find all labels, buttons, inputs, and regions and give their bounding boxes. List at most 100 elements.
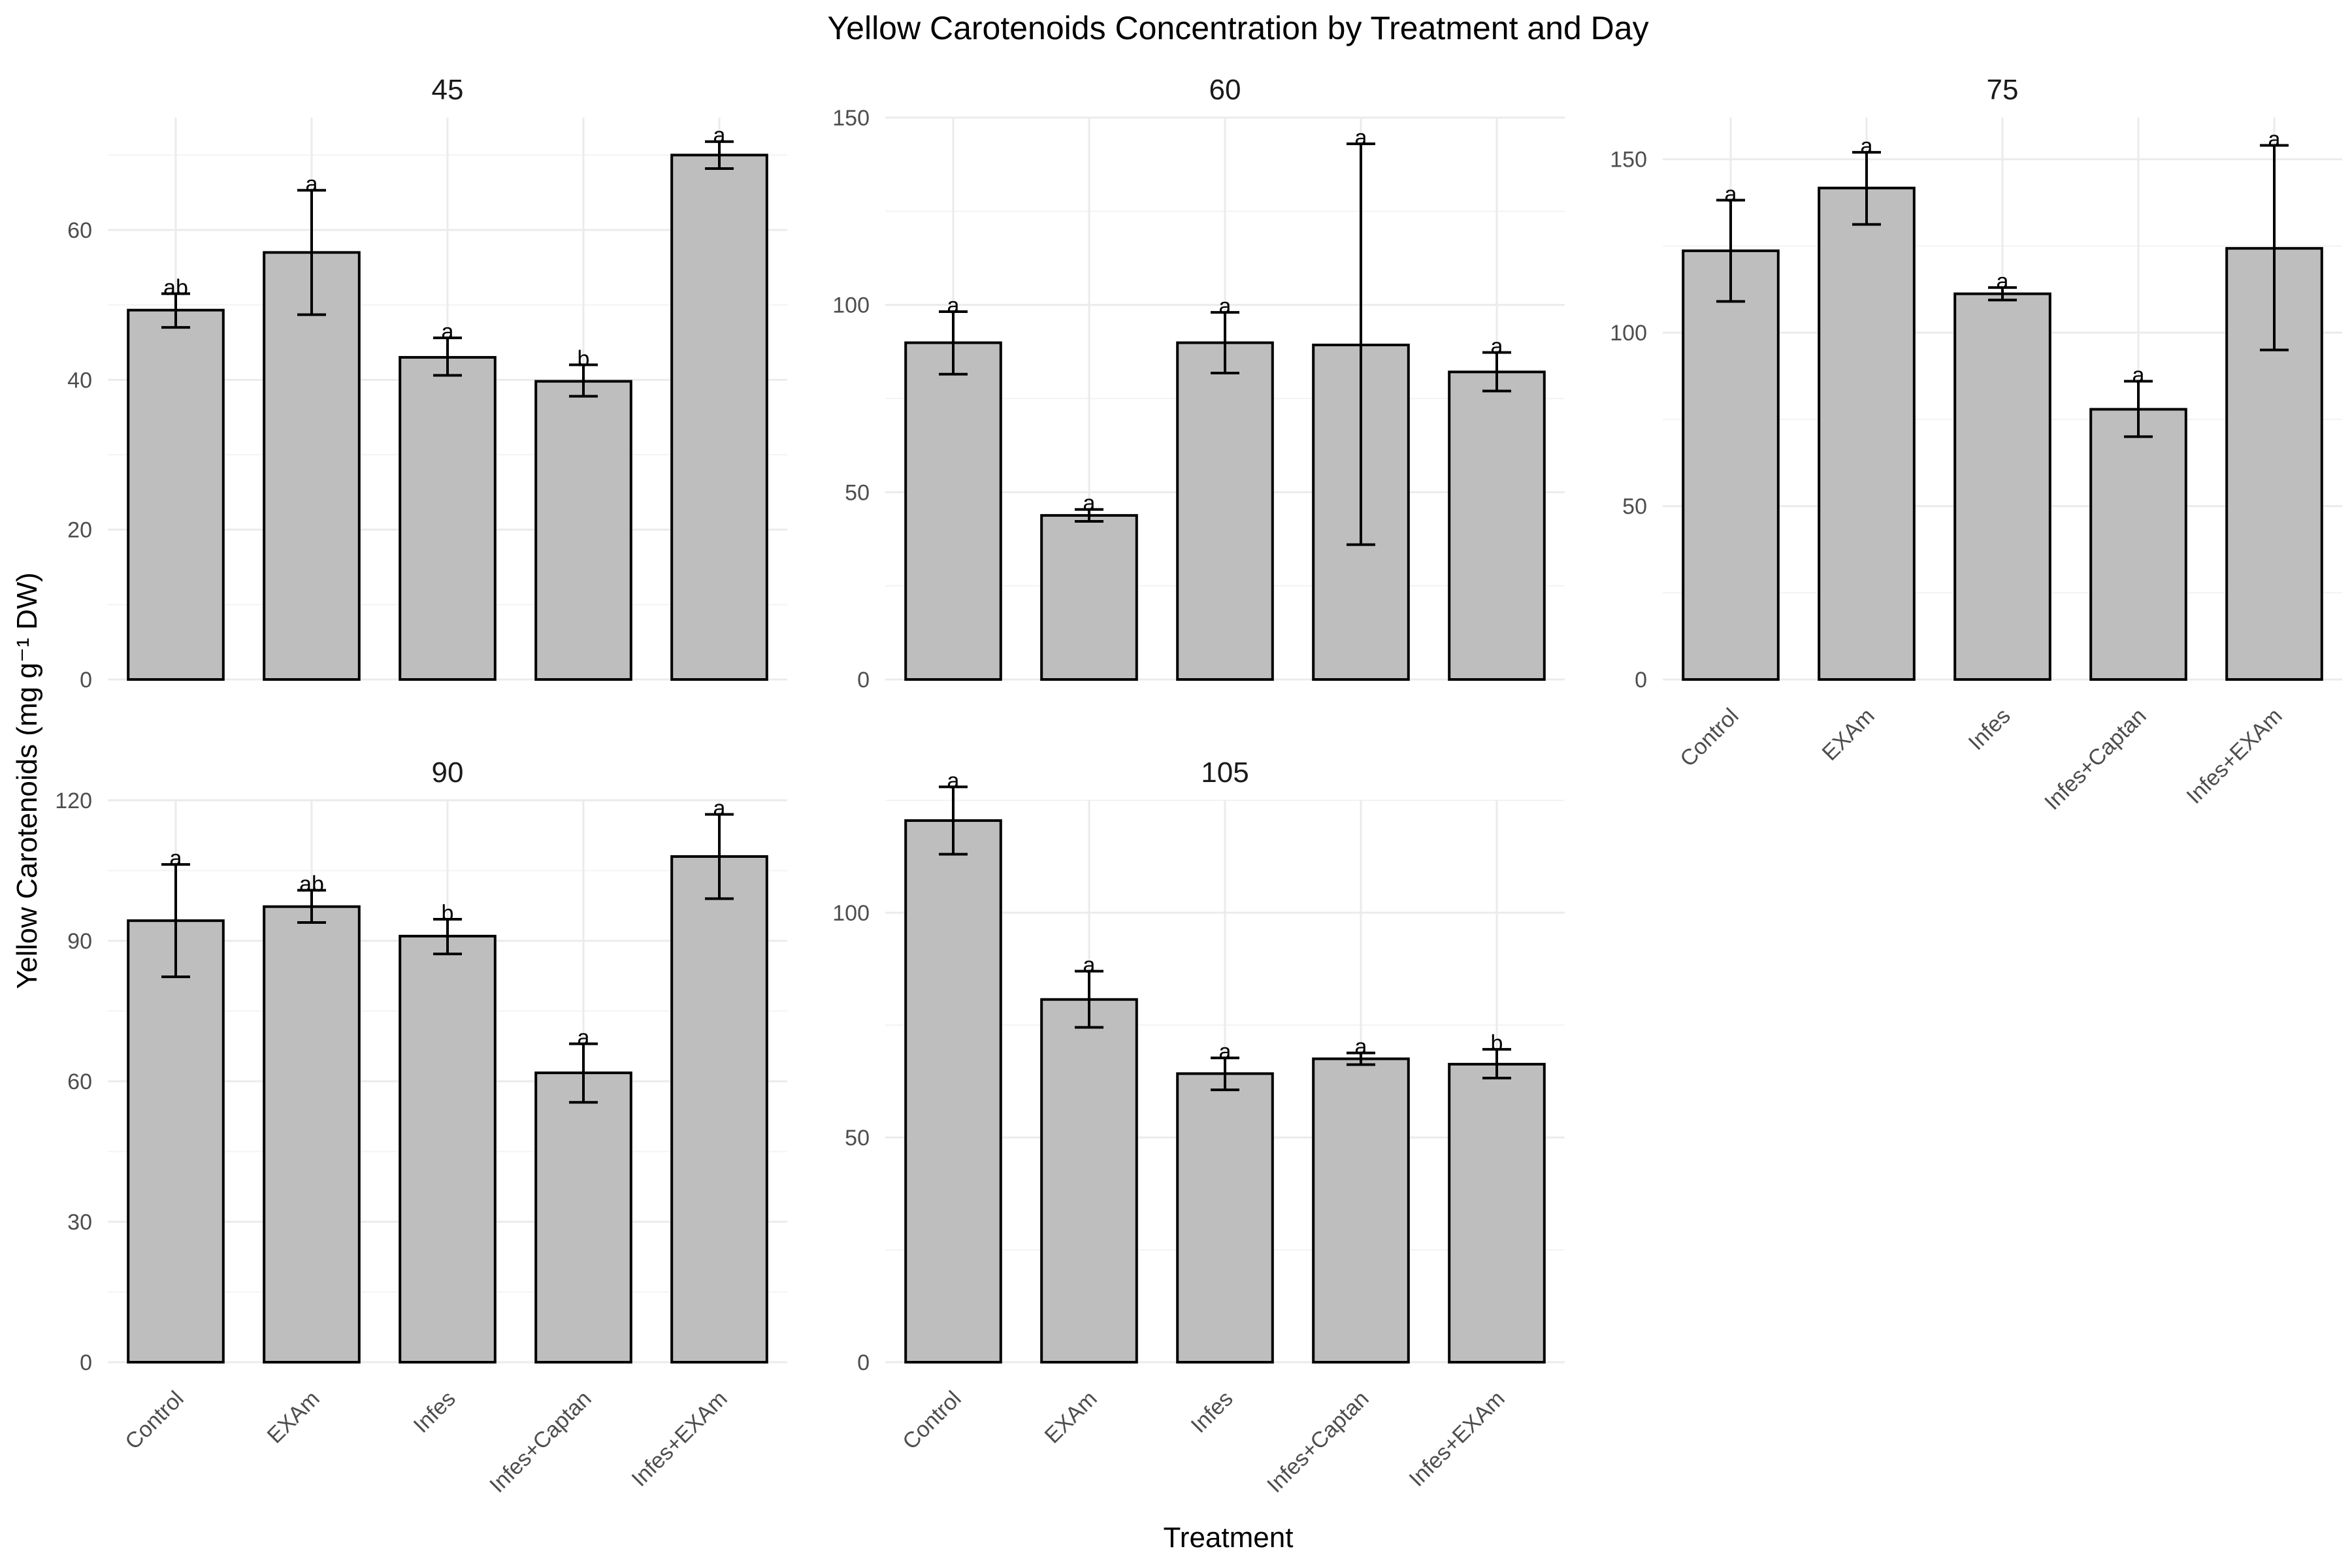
y-tick-label: 60	[67, 1070, 92, 1094]
significance-label: a	[2268, 127, 2281, 152]
x-tick-label: Infes	[409, 1386, 461, 1438]
x-tick-label: Infes+Captan	[1262, 1386, 1374, 1498]
facet-panel-75: 0 50 100 150 75 a a a a a Control EXAm Infes Infes+Ca…	[1610, 74, 2342, 815]
error-bar	[1347, 1051, 1375, 1066]
x-tick-label: Infes+Captan	[2040, 704, 2151, 815]
significance-label: ab	[299, 872, 324, 897]
bar-exam	[1818, 186, 1916, 681]
bar-exam	[263, 251, 361, 681]
x-tick-label: Infes+Captan	[485, 1386, 596, 1498]
y-tick-label: 20	[67, 518, 92, 543]
bar-infes-captan	[534, 380, 632, 681]
error-bar	[1075, 508, 1103, 523]
significance-label: a	[170, 846, 182, 871]
significance-label: b	[1491, 1031, 1503, 1056]
x-tick-label: Infes	[1964, 704, 2016, 755]
significance-label: a	[1083, 491, 1096, 516]
bar-control	[127, 308, 225, 681]
error-bar	[939, 785, 968, 856]
x-tick-label: Control	[1675, 704, 1743, 772]
significance-label: a	[1997, 269, 2009, 294]
y-tick-label: 100	[832, 293, 870, 318]
error-bar	[1852, 151, 1881, 226]
significance-label: a	[713, 123, 726, 148]
y-tick-label: 0	[1635, 668, 1647, 693]
error-bar	[705, 813, 734, 900]
y-tick-label: 30	[67, 1210, 92, 1235]
facet-label: 90	[432, 757, 464, 789]
significance-label: a	[1355, 125, 1367, 150]
x-tick-label: EXAm	[1818, 704, 1880, 766]
significance-label: b	[578, 346, 590, 371]
error-bar	[297, 189, 326, 316]
significance-label: a	[1355, 1035, 1367, 1060]
y-tick-label: 150	[1610, 148, 1647, 172]
error-bar	[433, 918, 462, 956]
bar-infes-exam	[670, 855, 768, 1364]
x-axis-title: Treatment	[1164, 1522, 1294, 1554]
bar-infes-captan	[534, 1071, 632, 1364]
error-bar	[1482, 351, 1511, 393]
bar-infes-exam	[670, 154, 768, 681]
significance-label: a	[1861, 134, 1873, 159]
x-tick-label: Infes	[1186, 1386, 1238, 1438]
significance-label: a	[713, 796, 726, 821]
bar-infes	[399, 355, 497, 681]
y-tick-label: 150	[832, 106, 870, 131]
error-bar	[569, 1042, 598, 1104]
significance-label: a	[947, 293, 960, 318]
bar-infes-exam	[1448, 370, 1546, 681]
facet-panels: 020406045abaaba05010015060aaaaa050100150…	[55, 74, 2342, 1497]
x-tick-label: Control	[120, 1386, 188, 1454]
significance-label: ab	[163, 275, 188, 300]
error-bar	[2260, 144, 2289, 351]
bar-exam	[1040, 998, 1138, 1364]
x-tick-label: Control	[898, 1386, 966, 1454]
facet-panel-105: 0 50 100 105 a a a a b Control EXAm Infes Infes+Capt…	[832, 757, 1565, 1497]
facet-panel-90: 0 30 60 90 120 90 a ab b a a Control EXAm Infes Infes+…	[55, 757, 787, 1497]
y-tick-label: 100	[1610, 321, 1647, 346]
significance-label: a	[1219, 294, 1232, 319]
error-bar	[1211, 1056, 1239, 1092]
y-tick-label: 0	[857, 668, 870, 693]
bar-infes	[1176, 1072, 1274, 1364]
significance-label: a	[1491, 334, 1503, 359]
bar-infes	[1953, 292, 2051, 681]
significance-label: a	[1083, 953, 1096, 977]
y-tick-label: 0	[80, 668, 92, 693]
y-tick-label: 90	[67, 929, 92, 954]
y-tick-label: 100	[832, 901, 870, 926]
x-tick-label: Infes+EXAm	[627, 1386, 732, 1492]
y-tick-label: 50	[1622, 495, 1647, 519]
bar-control	[904, 341, 1002, 681]
bar-infes-captan	[1312, 1057, 1410, 1364]
facet-label: 75	[1987, 74, 2019, 106]
y-tick-label: 50	[845, 480, 870, 505]
error-bar	[161, 863, 190, 979]
error-bar	[1988, 286, 2017, 302]
error-bar	[939, 310, 968, 376]
significance-label: a	[1219, 1039, 1232, 1064]
facet-label: 105	[1201, 757, 1249, 789]
error-bar	[569, 363, 598, 398]
x-tick-label: EXAm	[263, 1386, 325, 1448]
chart-title: Yellow Carotenoids Concentration by Trea…	[827, 10, 1648, 46]
bar-infes-captan	[2089, 408, 2187, 681]
y-axis-title: Yellow Carotenoids (mg g⁻¹ DW)	[11, 572, 43, 989]
significance-label: a	[578, 1026, 590, 1051]
error-bar	[705, 140, 734, 170]
error-bar	[1211, 311, 1239, 375]
y-tick-label: 60	[67, 218, 92, 243]
y-tick-label: 0	[80, 1350, 92, 1375]
error-bar	[433, 336, 462, 377]
error-bar	[2124, 380, 2153, 438]
error-bar	[1482, 1048, 1511, 1080]
bar-infes	[1176, 341, 1274, 681]
significance-label: a	[1725, 182, 1737, 206]
x-tick-label: Infes+EXAm	[2181, 704, 2287, 809]
bar-exam	[263, 905, 361, 1364]
y-tick-label: 0	[857, 1350, 870, 1375]
y-tick-label: 50	[845, 1126, 870, 1151]
